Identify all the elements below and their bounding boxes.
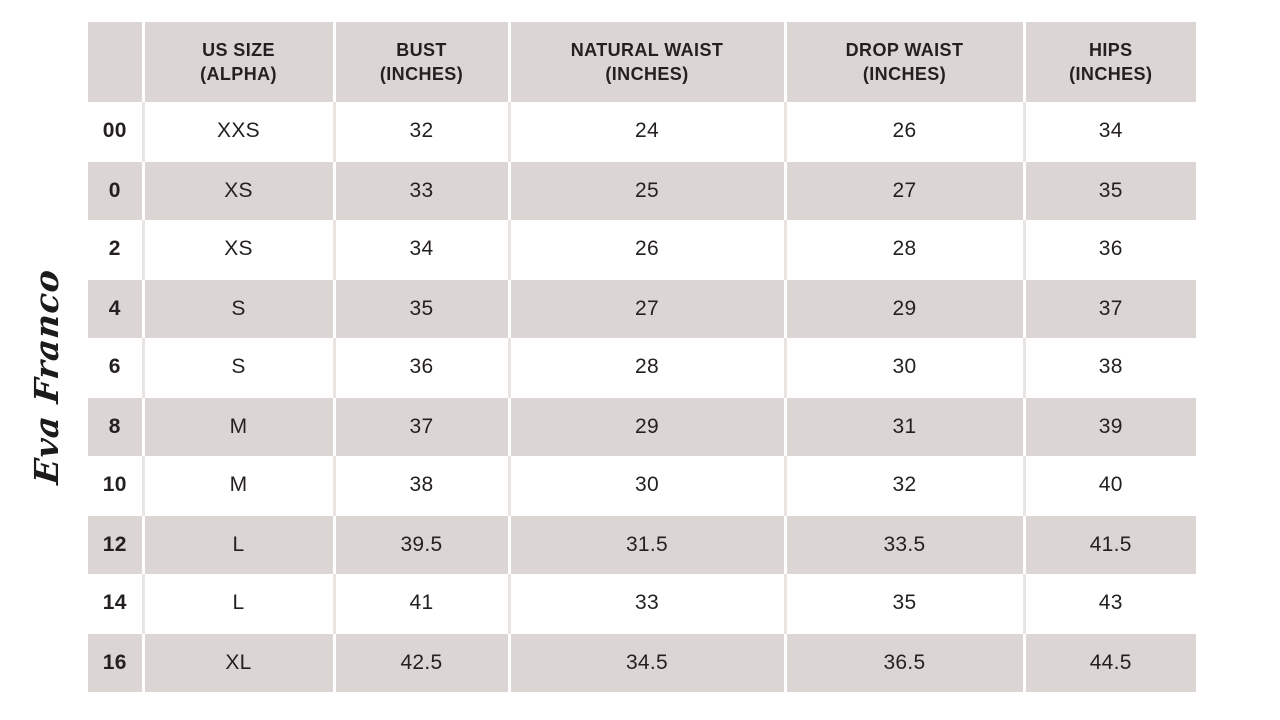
cell-us-size: 16 — [88, 632, 143, 692]
cell-natural-waist: 28 — [507, 338, 785, 397]
cell-bust: 33 — [332, 160, 509, 220]
cell-alpha-size: XL — [141, 632, 334, 692]
cell-us-size: 0 — [88, 160, 143, 220]
cell-natural-waist: 34.5 — [507, 632, 785, 692]
table-row: 00 XXS 32 24 26 34 — [88, 102, 1196, 161]
header-label-line2: (INCHES) — [605, 64, 689, 84]
brand-logo: Eva Franco — [6, 266, 86, 485]
cell-alpha-size: L — [141, 514, 334, 574]
cell-hips: 43 — [1022, 574, 1196, 633]
cell-hips: 41.5 — [1022, 514, 1196, 574]
cell-us-size: 6 — [88, 338, 143, 397]
cell-alpha-size: XXS — [141, 102, 334, 161]
header-label-line2: (INCHES) — [379, 64, 464, 84]
cell-drop-waist: 36.5 — [783, 632, 1024, 692]
cell-hips: 36 — [1022, 220, 1196, 279]
table-row: 16 XL 42.5 34.5 36.5 44.5 — [88, 632, 1196, 692]
cell-alpha-size: XS — [141, 160, 334, 220]
header-cell-us-size-alpha: US SIZE (ALPHA) — [141, 22, 334, 102]
cell-us-size: 10 — [88, 456, 143, 515]
header-cell-empty — [88, 22, 143, 102]
cell-hips: 44.5 — [1022, 632, 1196, 692]
brand-logo-text: Eva Franco — [26, 266, 66, 486]
cell-natural-waist: 33 — [507, 574, 785, 633]
cell-bust: 35 — [332, 278, 509, 338]
header-cell-drop-waist: DROP WAIST (INCHES) — [783, 22, 1024, 102]
cell-bust: 32 — [332, 102, 509, 161]
cell-alpha-size: S — [141, 278, 334, 338]
cell-bust: 38 — [332, 456, 509, 515]
cell-natural-waist: 26 — [507, 220, 785, 279]
table-row: 12 L 39.5 31.5 33.5 41.5 — [88, 514, 1196, 574]
header-label-line1: US SIZE — [202, 39, 275, 60]
cell-bust: 37 — [332, 396, 509, 456]
cell-bust: 41 — [332, 574, 509, 633]
cell-natural-waist: 27 — [507, 278, 785, 338]
header-cell-bust: BUST (INCHES) — [332, 22, 509, 102]
header-label-line2: (INCHES) — [862, 64, 947, 84]
cell-natural-waist: 30 — [507, 456, 785, 515]
cell-alpha-size: L — [141, 574, 334, 633]
cell-natural-waist: 24 — [507, 102, 785, 161]
header-cell-natural-waist: NATURAL WAIST (INCHES) — [507, 22, 785, 102]
table-row: 2 XS 34 26 28 36 — [88, 220, 1196, 279]
cell-us-size: 14 — [88, 574, 143, 633]
cell-bust: 34 — [332, 220, 509, 279]
cell-drop-waist: 35 — [783, 574, 1024, 633]
cell-bust: 42.5 — [332, 632, 509, 692]
cell-alpha-size: M — [141, 396, 334, 456]
cell-hips: 35 — [1022, 160, 1196, 220]
header-label-line2: (ALPHA) — [200, 64, 277, 84]
table-row: 10 M 38 30 32 40 — [88, 456, 1196, 515]
cell-drop-waist: 26 — [783, 102, 1024, 161]
header-label-line2: (INCHES) — [1069, 64, 1153, 84]
table-row: 0 XS 33 25 27 35 — [88, 160, 1196, 220]
header-label-line1: DROP WAIST — [845, 39, 964, 60]
cell-natural-waist: 25 — [507, 160, 785, 220]
cell-drop-waist: 29 — [783, 278, 1024, 338]
cell-alpha-size: XS — [141, 220, 334, 279]
cell-us-size: 8 — [88, 396, 143, 456]
cell-drop-waist: 30 — [783, 338, 1024, 397]
size-chart-table: US SIZE (ALPHA) BUST (INCHES) NATURAL WA… — [88, 22, 1196, 692]
cell-drop-waist: 32 — [783, 456, 1024, 515]
cell-hips: 39 — [1022, 396, 1196, 456]
cell-hips: 38 — [1022, 338, 1196, 397]
header-cell-hips: HIPS (INCHES) — [1022, 22, 1196, 102]
header-label-line1: NATURAL WAIST — [570, 39, 724, 60]
cell-us-size: 12 — [88, 514, 143, 574]
cell-hips: 40 — [1022, 456, 1196, 515]
cell-drop-waist: 28 — [783, 220, 1024, 279]
cell-bust: 39.5 — [332, 514, 509, 574]
cell-drop-waist: 27 — [783, 160, 1024, 220]
cell-us-size: 2 — [88, 220, 143, 279]
header-label-line1: BUST — [396, 39, 447, 60]
cell-alpha-size: M — [141, 456, 334, 515]
cell-hips: 34 — [1022, 102, 1196, 161]
header-row: US SIZE (ALPHA) BUST (INCHES) NATURAL WA… — [88, 22, 1196, 102]
cell-natural-waist: 31.5 — [507, 514, 785, 574]
cell-drop-waist: 31 — [783, 396, 1024, 456]
cell-natural-waist: 29 — [507, 396, 785, 456]
cell-us-size: 4 — [88, 278, 143, 338]
cell-us-size: 00 — [88, 102, 143, 161]
table-row: 4 S 35 27 29 37 — [88, 278, 1196, 338]
cell-bust: 36 — [332, 338, 509, 397]
cell-hips: 37 — [1022, 278, 1196, 338]
cell-drop-waist: 33.5 — [783, 514, 1024, 574]
cell-alpha-size: S — [141, 338, 334, 397]
table-row: 8 M 37 29 31 39 — [88, 396, 1196, 456]
table-row: 6 S 36 28 30 38 — [88, 338, 1196, 397]
header-label-line1: HIPS — [1088, 39, 1133, 60]
table-row: 14 L 41 33 35 43 — [88, 574, 1196, 633]
